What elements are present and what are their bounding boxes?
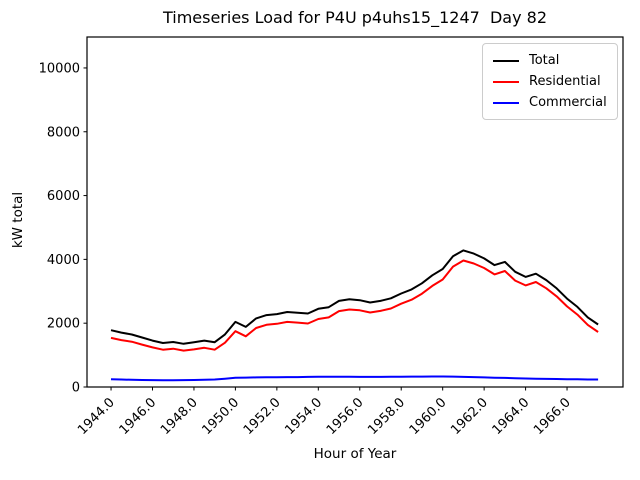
x-tick-label: 1950.0 — [199, 395, 242, 438]
plot-frame — [86, 36, 624, 388]
y-tick-label: 2000 — [47, 317, 80, 332]
legend-label: Total — [529, 53, 560, 68]
y-tick-label: 10000 — [39, 61, 80, 76]
legend-item-residential: Residential — [489, 71, 609, 92]
legend-label: Residential — [529, 74, 601, 89]
series-line-total — [110, 249, 599, 345]
x-tick-label: 1954.0 — [282, 395, 325, 438]
x-tick-label: 1948.0 — [158, 395, 201, 438]
x-tick-label: 1966.0 — [531, 395, 574, 438]
legend-line-swatch — [493, 59, 519, 62]
y-tick-label: 8000 — [47, 125, 80, 140]
x-tick-label: 1960.0 — [407, 395, 450, 438]
y-tick-label: 0 — [72, 381, 80, 396]
legend-label: Commercial — [529, 95, 607, 110]
legend-item-total: Total — [489, 50, 609, 71]
x-tick-label: 1958.0 — [365, 395, 408, 438]
x-axis-label: Hour of Year — [313, 446, 397, 462]
x-tick-label: 1952.0 — [241, 395, 284, 438]
series-line-residential — [110, 259, 599, 352]
x-tick-label: 1962.0 — [448, 395, 491, 438]
legend-line-swatch — [493, 80, 519, 83]
legend: Total Residential Commercial — [482, 43, 618, 120]
x-tick-label: 1944.0 — [75, 395, 118, 438]
legend-item-commercial: Commercial — [489, 92, 609, 113]
x-tick-label: 1946.0 — [117, 395, 160, 438]
y-tick-label: 4000 — [47, 253, 80, 268]
y-tick-label: 6000 — [47, 189, 80, 204]
x-tick-label: 1964.0 — [490, 395, 533, 438]
legend-line-swatch — [493, 101, 519, 104]
chart-title: Timeseries Load for P4U p4uhs15_1247 Day… — [162, 8, 548, 27]
x-tick-label: 1956.0 — [324, 395, 367, 438]
series-line-commercial — [110, 375, 599, 382]
